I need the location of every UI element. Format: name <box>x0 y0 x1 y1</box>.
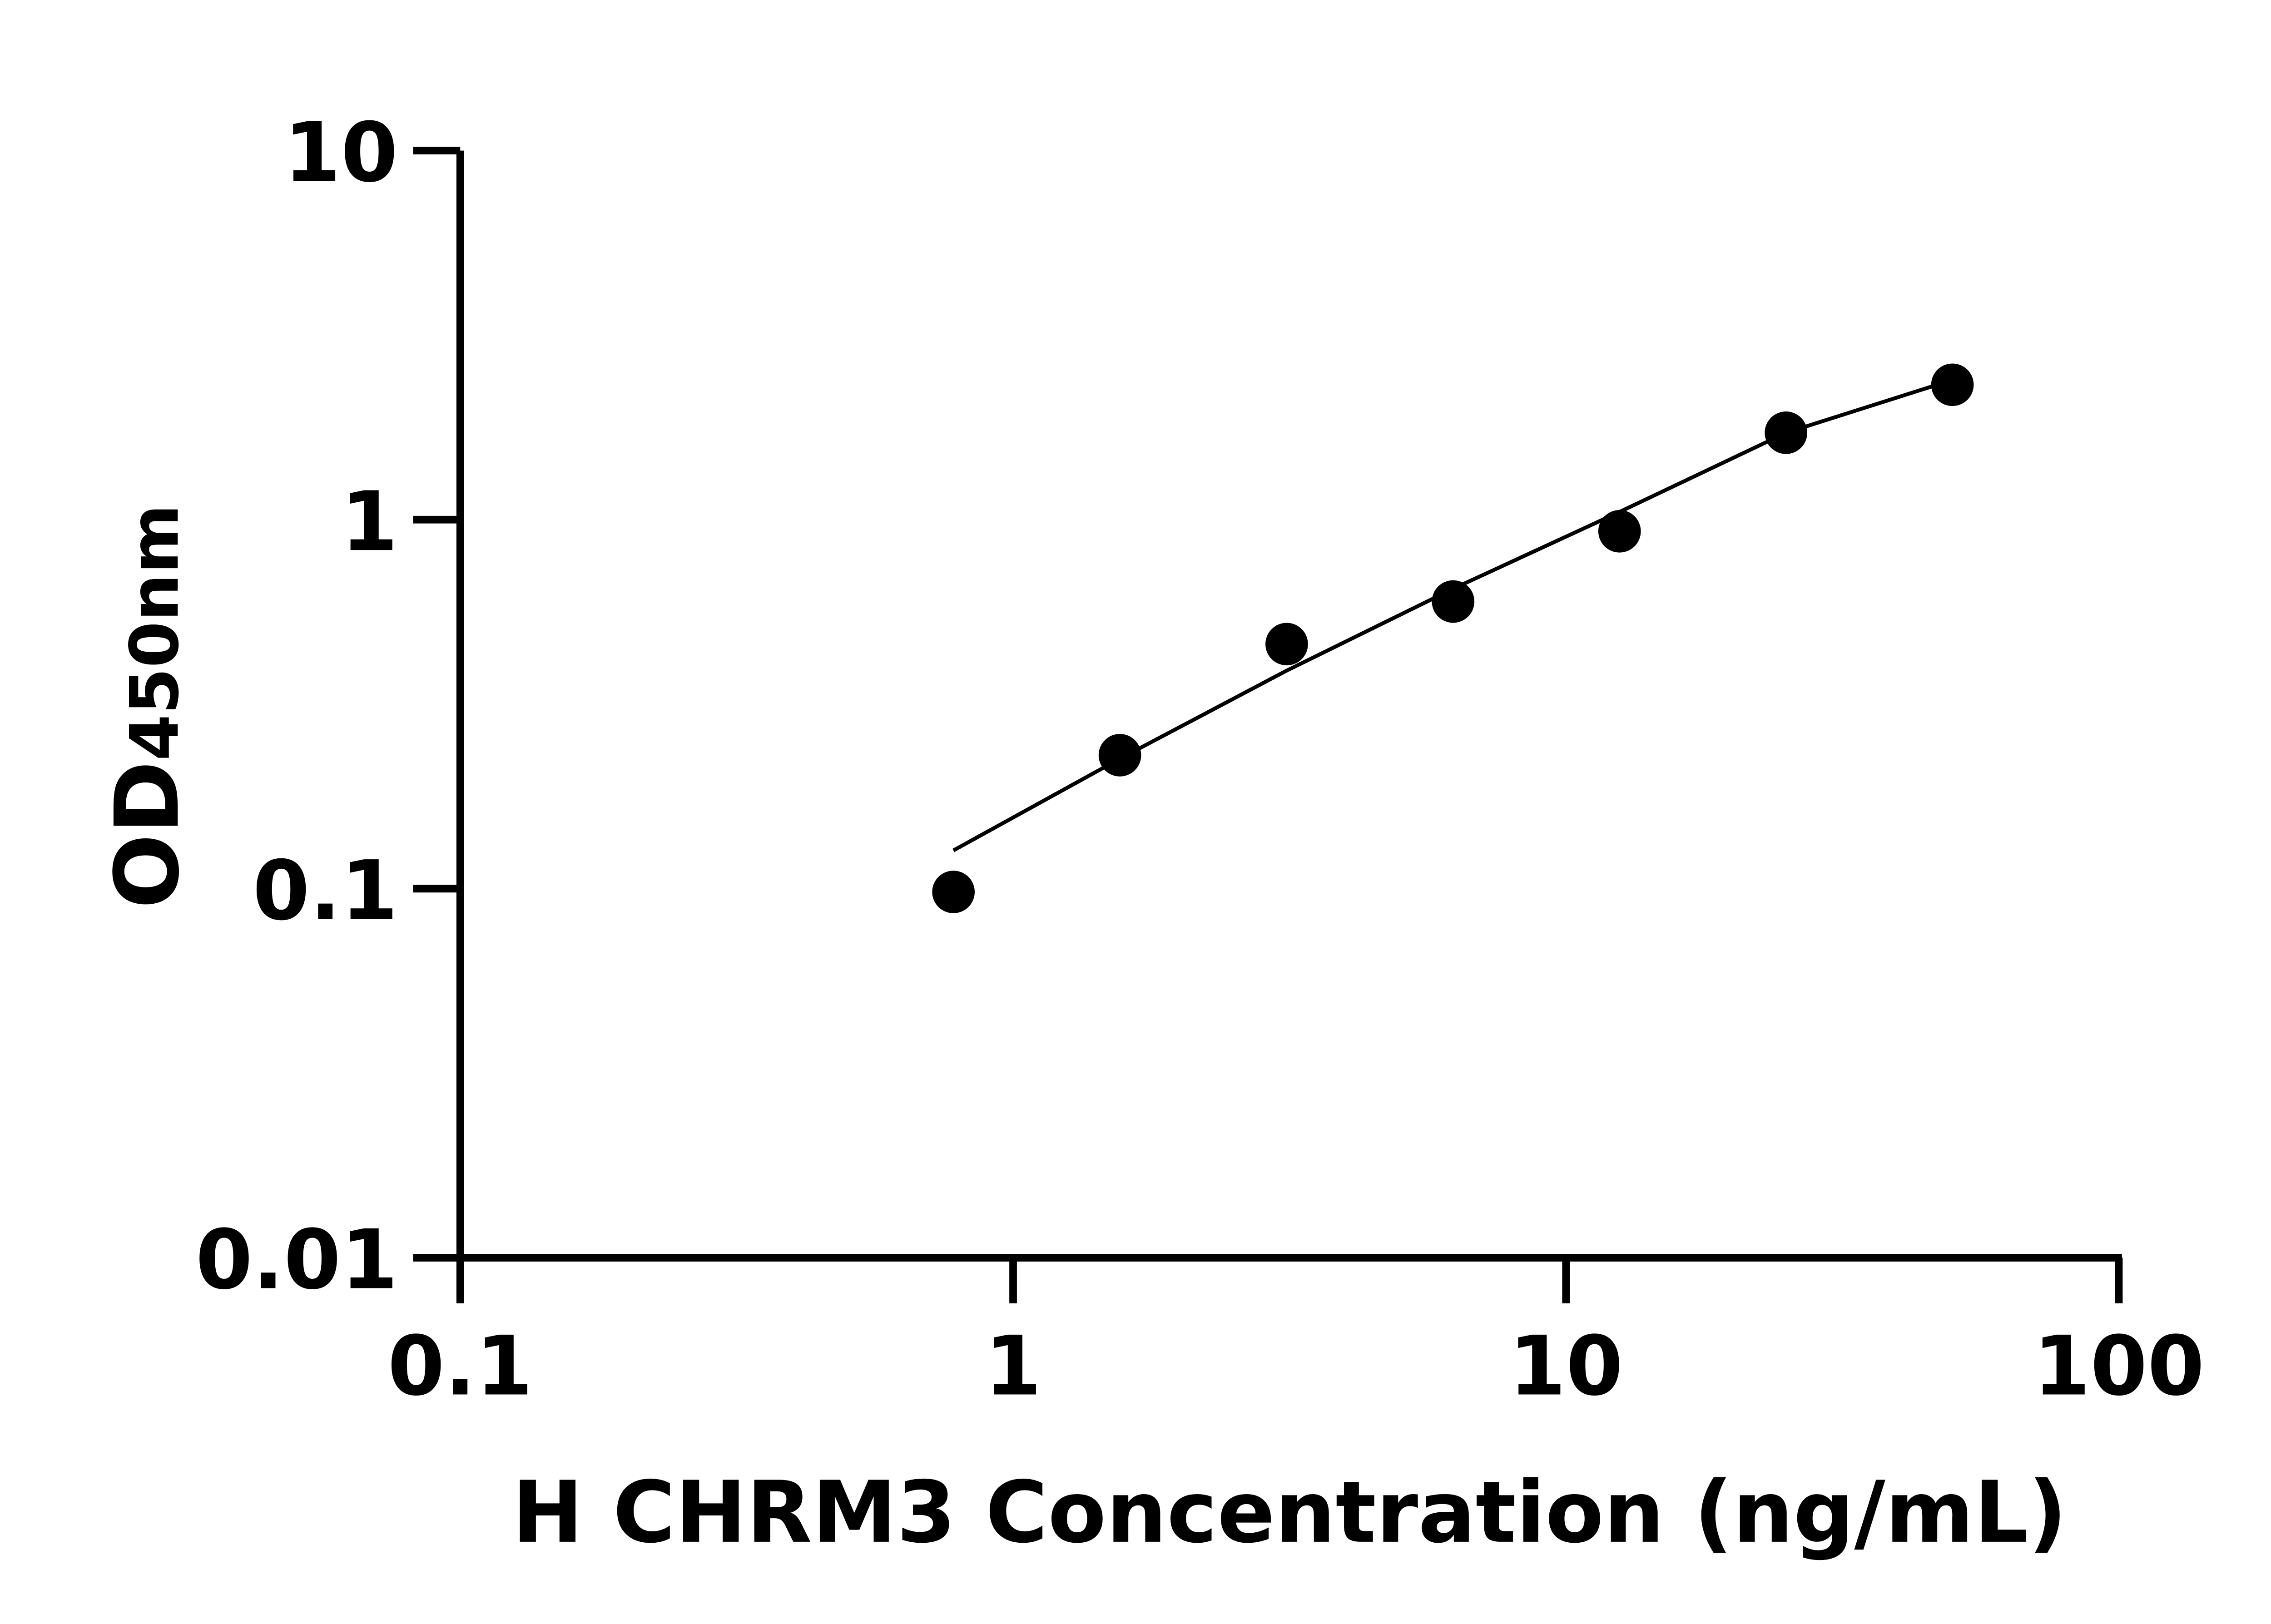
data-point <box>932 871 975 913</box>
data-points-group <box>932 363 1974 913</box>
y-axis-label: OD450nm <box>96 504 198 909</box>
x-tick-label: 10 <box>1509 1318 1623 1414</box>
y-tick-label: 0.1 <box>253 843 398 939</box>
x-axis-label: H CHRM3 Concentration (ng/mL) <box>512 1463 2067 1562</box>
data-point <box>1931 363 1974 406</box>
data-point <box>1265 623 1308 666</box>
x-tick-label: 1 <box>985 1318 1042 1414</box>
data-point <box>1765 411 1807 454</box>
y-tick-label: 0.01 <box>196 1212 398 1307</box>
data-point <box>1432 580 1475 623</box>
data-point <box>1598 510 1641 553</box>
axes: 0.01 0.1 1 10 0.1 1 10 100 <box>196 105 2205 1414</box>
y-tick-label: 10 <box>284 105 398 201</box>
y-axis-label-sub: 450nm <box>115 504 193 761</box>
x-tick-label: 0.1 <box>387 1318 533 1414</box>
y-tick-label: 1 <box>341 474 398 569</box>
data-point <box>1098 734 1141 777</box>
y-axis-label-main: OD <box>96 761 198 909</box>
x-tick-label: 100 <box>2033 1318 2205 1414</box>
